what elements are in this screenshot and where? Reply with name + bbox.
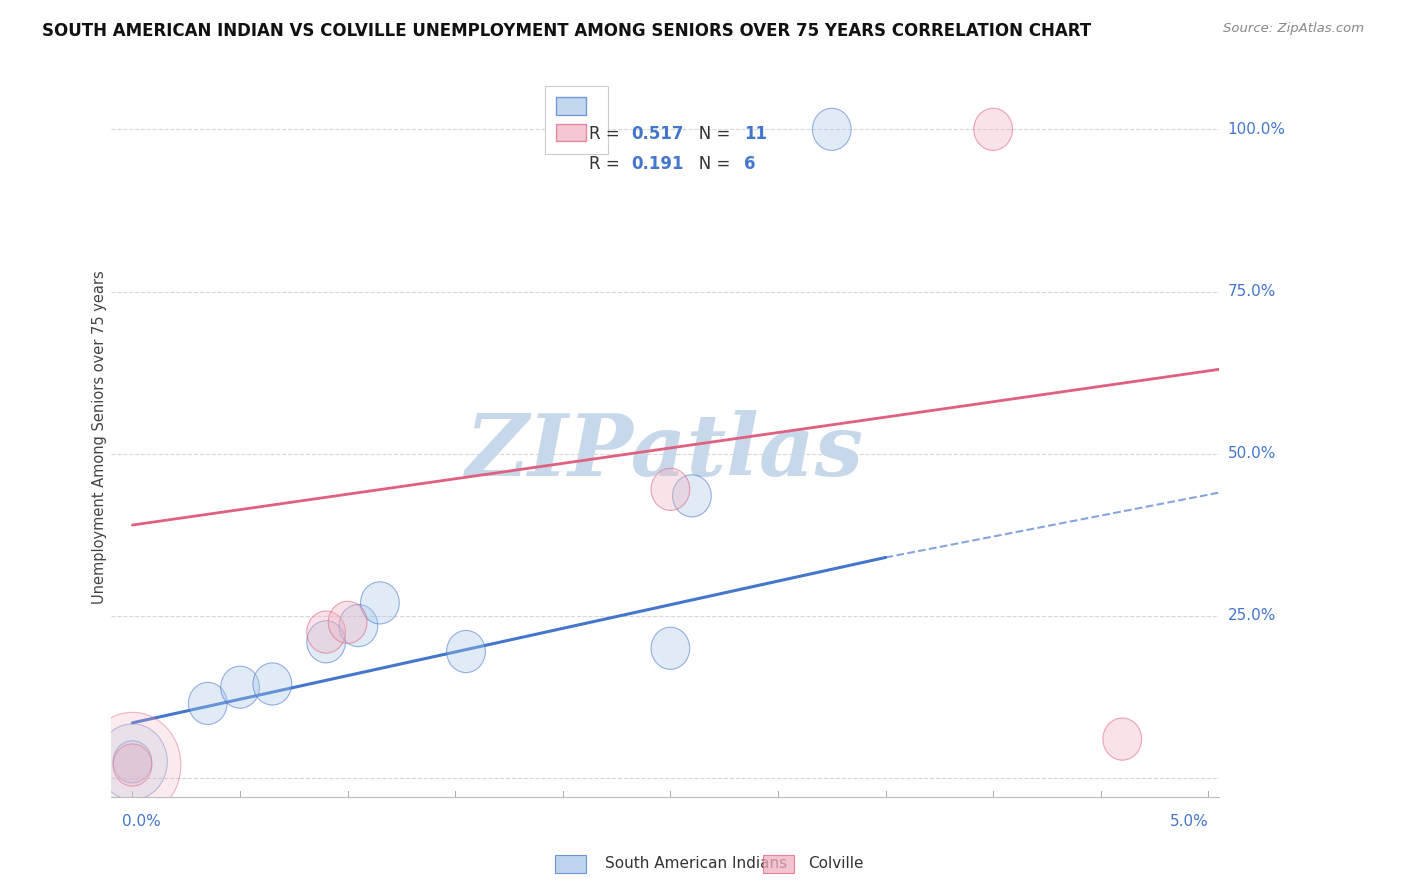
Ellipse shape [328, 601, 367, 643]
Text: 0.0%: 0.0% [122, 814, 160, 829]
Ellipse shape [112, 740, 152, 783]
Ellipse shape [307, 611, 346, 653]
Ellipse shape [651, 627, 690, 669]
Ellipse shape [974, 108, 1012, 151]
Text: N =: N = [683, 126, 737, 144]
Text: 50.0%: 50.0% [1227, 446, 1277, 461]
Text: 5.0%: 5.0% [1170, 814, 1208, 829]
Ellipse shape [221, 666, 260, 708]
Text: South American Indians: South American Indians [605, 856, 787, 871]
Ellipse shape [84, 713, 181, 818]
Text: ZIPatlas: ZIPatlas [465, 410, 865, 493]
Text: 75.0%: 75.0% [1227, 284, 1277, 299]
Text: 6: 6 [744, 155, 755, 173]
Text: R =: R = [589, 155, 626, 173]
Text: 0.191: 0.191 [631, 155, 683, 173]
Ellipse shape [253, 663, 291, 705]
Ellipse shape [672, 475, 711, 517]
Ellipse shape [360, 582, 399, 624]
Text: SOUTH AMERICAN INDIAN VS COLVILLE UNEMPLOYMENT AMONG SENIORS OVER 75 YEARS CORRE: SOUTH AMERICAN INDIAN VS COLVILLE UNEMPL… [42, 22, 1091, 40]
Text: N =: N = [683, 155, 737, 173]
Text: Colville: Colville [808, 856, 863, 871]
Ellipse shape [813, 108, 851, 151]
Legend: , : , [544, 86, 607, 153]
Text: Source: ZipAtlas.com: Source: ZipAtlas.com [1223, 22, 1364, 36]
Text: 25.0%: 25.0% [1227, 608, 1277, 624]
Ellipse shape [1102, 718, 1142, 760]
Ellipse shape [97, 723, 167, 800]
Ellipse shape [447, 631, 485, 673]
Text: 100.0%: 100.0% [1227, 122, 1285, 136]
Ellipse shape [307, 621, 346, 663]
Ellipse shape [651, 468, 690, 510]
Ellipse shape [112, 744, 152, 786]
Ellipse shape [339, 605, 378, 647]
Text: R =: R = [589, 126, 626, 144]
Text: 0.517: 0.517 [631, 126, 683, 144]
Y-axis label: Unemployment Among Seniors over 75 years: Unemployment Among Seniors over 75 years [93, 270, 107, 605]
Text: 11: 11 [744, 126, 766, 144]
Ellipse shape [188, 682, 228, 724]
